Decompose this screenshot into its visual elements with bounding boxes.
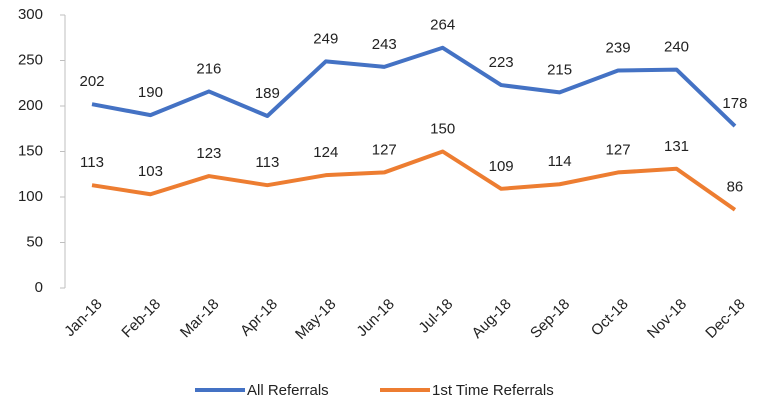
x-tick-label: Jul-18 <box>415 296 456 337</box>
data-label: 216 <box>196 60 221 77</box>
data-label: 264 <box>430 17 455 34</box>
data-label: 127 <box>606 141 631 158</box>
data-label: 131 <box>664 138 689 155</box>
x-tick-label: Nov-18 <box>644 296 690 342</box>
y-tick-label: 200 <box>18 97 43 114</box>
series-line <box>91 45 737 128</box>
y-tick-label: 0 <box>35 279 43 296</box>
data-label: 249 <box>313 30 338 47</box>
data-label: 124 <box>313 144 338 161</box>
y-tick-label: 150 <box>18 142 43 159</box>
data-label: 215 <box>547 61 572 78</box>
y-tick-label: 250 <box>18 51 43 68</box>
x-tick-label: Feb-18 <box>118 296 164 342</box>
data-label: 123 <box>196 145 221 162</box>
data-label: 190 <box>138 84 163 101</box>
x-tick-label: Aug-18 <box>469 296 515 342</box>
x-tick-label: Jan-18 <box>61 296 105 340</box>
x-tick-label: Jun-18 <box>353 296 397 340</box>
series-line <box>91 149 737 212</box>
data-label: 178 <box>722 95 747 112</box>
data-label: 223 <box>489 54 514 71</box>
y-tick-label: 300 <box>18 6 43 23</box>
legend-label: 1st Time Referrals <box>432 382 554 399</box>
data-label: 150 <box>430 120 455 137</box>
data-label: 113 <box>80 154 104 171</box>
x-tick-label: May-18 <box>292 296 339 343</box>
data-label: 109 <box>489 158 514 175</box>
data-label: 113 <box>255 154 279 171</box>
x-tick-label: Mar-18 <box>177 296 223 342</box>
data-label: 202 <box>79 73 104 90</box>
x-tick-label: Dec-18 <box>702 296 748 342</box>
data-label: 240 <box>664 39 689 56</box>
data-label: 86 <box>727 179 744 196</box>
y-tick-label: 100 <box>18 188 43 205</box>
data-label: 239 <box>606 39 631 56</box>
data-label: 114 <box>548 153 572 170</box>
data-label: 243 <box>372 36 397 53</box>
x-tick-label: Sep-18 <box>527 296 573 342</box>
legend-label: All Referrals <box>247 382 329 399</box>
x-tick-label: Oct-18 <box>588 296 632 340</box>
y-tick-label: 50 <box>26 233 43 250</box>
x-tick-label: Apr-18 <box>237 296 281 340</box>
data-label: 127 <box>372 141 397 158</box>
data-label: 189 <box>255 85 280 102</box>
data-label: 103 <box>138 163 163 180</box>
